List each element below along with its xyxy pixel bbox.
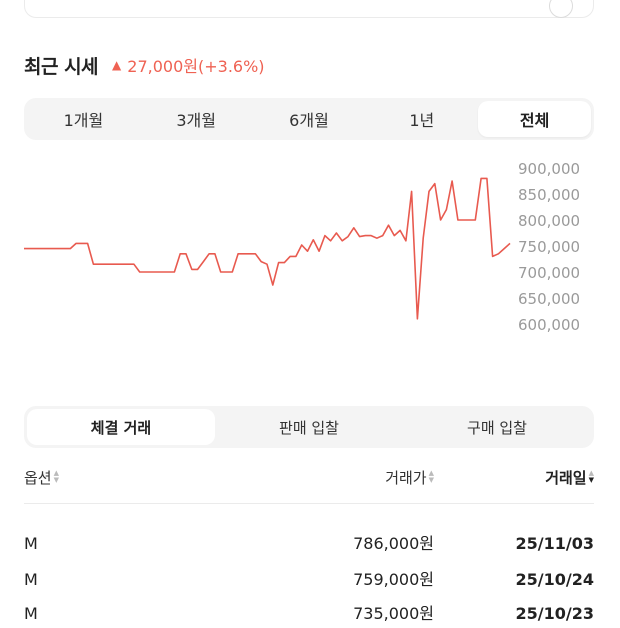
y-tick-label: 650,000	[518, 290, 580, 308]
up-triangle-icon: ▲	[112, 58, 122, 72]
sort-icon: ▲ ▼	[428, 469, 434, 484]
price-header[interactable]: 거래가 ▲ ▼	[385, 462, 434, 492]
date-header[interactable]: 거래일 ▲ ▼	[545, 462, 594, 492]
row-option: M	[24, 534, 38, 553]
recent-price-title: 최근 시세	[24, 55, 99, 78]
price-series-line	[24, 177, 511, 320]
tab-3-months[interactable]: 3개월	[176, 111, 216, 130]
option-header-label: 옵션	[24, 468, 52, 487]
table-row: M 759,000원 25/10/24	[24, 566, 594, 594]
y-tick-label: 850,000	[518, 186, 580, 204]
y-tick-label: 750,000	[518, 238, 580, 256]
price-change-text: 27,000원(+3.6%)	[127, 57, 265, 76]
sort-desc-icon: ▲ ▼	[588, 469, 594, 484]
tab-sell-bids[interactable]: 판매 입찰	[279, 418, 339, 437]
row-date: 25/10/24	[515, 570, 594, 589]
option-header[interactable]: 옵션 ▲ ▼	[24, 462, 59, 492]
tab-6-months[interactable]: 6개월	[289, 111, 329, 130]
table-row: M 735,000원 25/10/23	[24, 600, 594, 628]
y-tick-label: 700,000	[518, 264, 580, 282]
tab-completed-trades[interactable]: 체결 거래	[27, 409, 215, 445]
price-chart: 900,000 850,000 800,000 750,000 700,000 650,0…	[24, 160, 580, 334]
y-tick-label: 900,000	[518, 160, 580, 178]
date-header-label: 거래일	[545, 468, 587, 487]
recent-price-header: 최근 시세 ▲ 27,000원(+3.6%)	[24, 50, 265, 80]
tab-1-month[interactable]: 1개월	[63, 111, 104, 130]
row-price: 786,000원	[353, 534, 434, 553]
tab-all[interactable]: 전체	[478, 101, 591, 137]
divider	[24, 503, 594, 504]
table-header: 옵션 ▲ ▼ 거래가 ▲ ▼ 거래일 ▲ ▼	[24, 462, 594, 492]
price-header-label: 거래가	[385, 468, 427, 487]
top-card	[24, 0, 594, 18]
period-tabs: 1개월 3개월 6개월 1년 전체	[24, 98, 594, 140]
sort-icon: ▲ ▼	[53, 469, 59, 484]
row-price: 735,000원	[353, 604, 434, 623]
row-option: M	[24, 604, 38, 623]
row-option: M	[24, 570, 38, 589]
row-price: 759,000원	[353, 570, 434, 589]
price-change: ▲ 27,000원(+3.6%)	[112, 53, 264, 77]
row-date: 25/10/23	[515, 604, 594, 623]
y-tick-label: 800,000	[518, 212, 580, 230]
y-tick-label: 600,000	[518, 316, 580, 334]
tab-buy-bids[interactable]: 구매 입찰	[467, 418, 527, 437]
row-date: 25/11/03	[515, 534, 594, 553]
tab-1-year[interactable]: 1년	[409, 111, 435, 130]
trade-tabs: 체결 거래 판매 입찰 구매 입찰	[24, 406, 594, 448]
circle-button[interactable]	[549, 0, 573, 18]
table-row: M 786,000원 25/11/03	[24, 530, 594, 558]
